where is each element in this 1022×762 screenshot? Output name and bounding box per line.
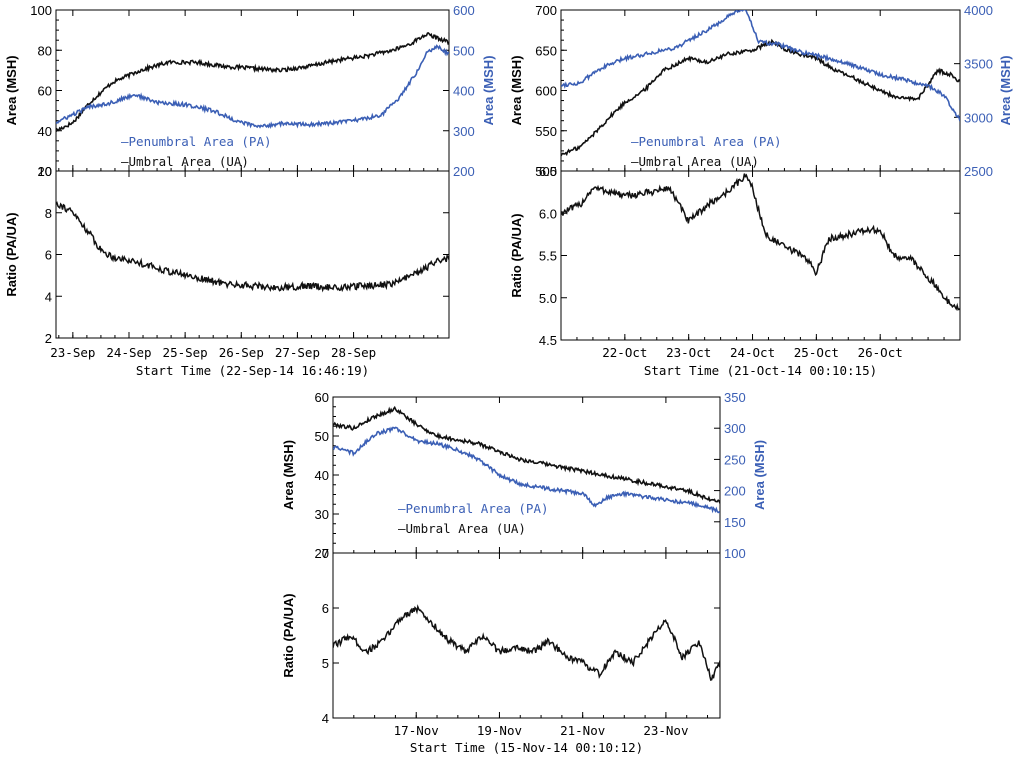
ratio-line [561,173,960,311]
y-tick-label-left: 80 [38,43,52,58]
y-tick-label-right: 350 [724,390,746,405]
ratio-y-tick-label: 4 [322,711,329,726]
ratio-y-tick-label: 6 [322,601,329,616]
x-axis-label: Start Time (22-Sep-14 16:46:19) [136,363,369,378]
y-tick-label-right: 400 [453,84,475,99]
y-tick-label-right: 2500 [964,164,993,179]
y-tick-label-left: 60 [315,390,329,405]
ratio-y-tick-label: 5.5 [539,249,557,264]
y-tick-label-left: 20 [38,164,52,179]
y-axis-label-left: Area (MSH) [281,440,296,510]
ratio-line [333,604,720,681]
x-tick-label: 23-Oct [666,345,711,360]
y-tick-label-left: 100 [30,3,52,18]
y-tick-label-right: 200 [724,484,746,499]
umbral-area-line [56,32,449,132]
y-tick-label-left: 50 [315,429,329,444]
legend-penumbral: –Penumbral Area (PA) [121,134,272,149]
ratio-y-tick-label: 5 [322,656,329,671]
y-tick-label-right: 500 [453,43,475,58]
ratio-y-axis-label: Ratio (PA/UA) [281,593,296,677]
y-tick-label-left: 20 [315,546,329,561]
penumbral-area-line [333,426,720,514]
x-tick-label: 27-Sep [275,345,320,360]
y-tick-label-right: 4000 [964,3,993,18]
ratio-y-axis-label: Ratio (PA/UA) [509,213,524,297]
legend-umbral: –Umbral Area (UA) [121,154,249,169]
chart-nov: 20 30 40 50 60 100 150 200 250 300 350 4 5 6 7 17-Nov 19… [281,390,767,755]
y-tick-label-left: 550 [535,124,557,139]
umbral-area-line [561,38,960,157]
chart-oct: 500 550 600 650 700 2500 3000 3500 4000 4.5 5.0 5.5… [509,3,1013,378]
y-tick-label-right: 250 [724,452,746,467]
ratio-y-tick-label: 6.5 [539,164,557,179]
x-tick-label: 26-Sep [219,345,264,360]
y-tick-label-right: 300 [724,421,746,436]
y-tick-label-left: 30 [315,507,329,522]
y-axis-label-left: Area (MSH) [4,55,19,125]
y-tick-label-left: 500 [535,164,557,179]
ratio-y-tick-label: 6 [45,248,52,263]
y-tick-label-left: 60 [38,84,52,99]
legend-umbral: –Umbral Area (UA) [631,154,759,169]
x-tick-label: 22-Oct [602,345,647,360]
x-tick-label: 25-Oct [794,345,839,360]
y-axis-label-left: Area (MSH) [509,55,524,125]
y-tick-label-left: 40 [38,124,52,139]
y-tick-label-left: 40 [315,468,329,483]
x-tick-label: 25-Sep [163,345,208,360]
y-tick-label-right: 300 [453,124,475,139]
y-axis-label-right: Area (MSH) [752,440,767,510]
x-axis-label: Start Time (15-Nov-14 00:10:12) [410,740,643,755]
ratio-y-tick-label: 8 [45,206,52,221]
x-tick-label: 23-Sep [50,345,95,360]
y-tick-label-right: 150 [724,515,746,530]
ratio-y-axis-label: Ratio (PA/UA) [4,212,19,296]
legend-umbral: –Umbral Area (UA) [398,521,526,536]
y-tick-label-left: 700 [535,3,557,18]
penumbral-area-line [561,10,960,122]
y-tick-label-right: 100 [724,546,746,561]
ratio-y-tick-label: 2 [45,331,52,346]
ratio-y-tick-label: 4.5 [539,333,557,348]
y-tick-label-right: 600 [453,3,475,18]
x-tick-label: 26-Oct [858,345,903,360]
legend-penumbral: –Penumbral Area (PA) [398,501,549,516]
y-tick-label-left: 650 [535,43,557,58]
y-axis-label-right: Area (MSH) [998,55,1013,125]
x-tick-label: 24-Sep [106,345,151,360]
ratio-panel-frame [332,552,721,719]
chart-sep: 20 40 60 80 100 200 300 400 500 600 2 4 6 8 10 23-Sep 24… [4,3,496,378]
umbral-area-line [333,405,720,504]
ratio-y-tick-label: 6.0 [539,206,557,221]
x-tick-label: 23-Nov [643,723,688,738]
x-tick-label: 17-Nov [394,723,439,738]
x-tick-label: 24-Oct [730,345,775,360]
y-tick-label-right: 200 [453,164,475,179]
ratio-y-tick-label: 10 [38,164,52,179]
y-axis-label-right: Area (MSH) [481,55,496,125]
penumbral-area-line [56,44,449,129]
x-tick-label: 28-Sep [331,345,376,360]
ratio-line [56,201,449,293]
y-tick-label-right: 3500 [964,57,993,72]
legend-penumbral: –Penumbral Area (PA) [631,134,782,149]
x-tick-label: 19-Nov [477,723,522,738]
ratio-y-tick-label: 5.0 [539,291,557,306]
ratio-y-tick-label: 7 [322,546,329,561]
ratio-y-tick-label: 4 [45,289,52,304]
y-tick-label-right: 3000 [964,110,993,125]
x-tick-label: 21-Nov [560,723,605,738]
y-tick-label-left: 600 [535,84,557,99]
area-panel-frame [332,396,721,554]
x-axis-label: Start Time (21-Oct-14 00:10:15) [644,363,877,378]
